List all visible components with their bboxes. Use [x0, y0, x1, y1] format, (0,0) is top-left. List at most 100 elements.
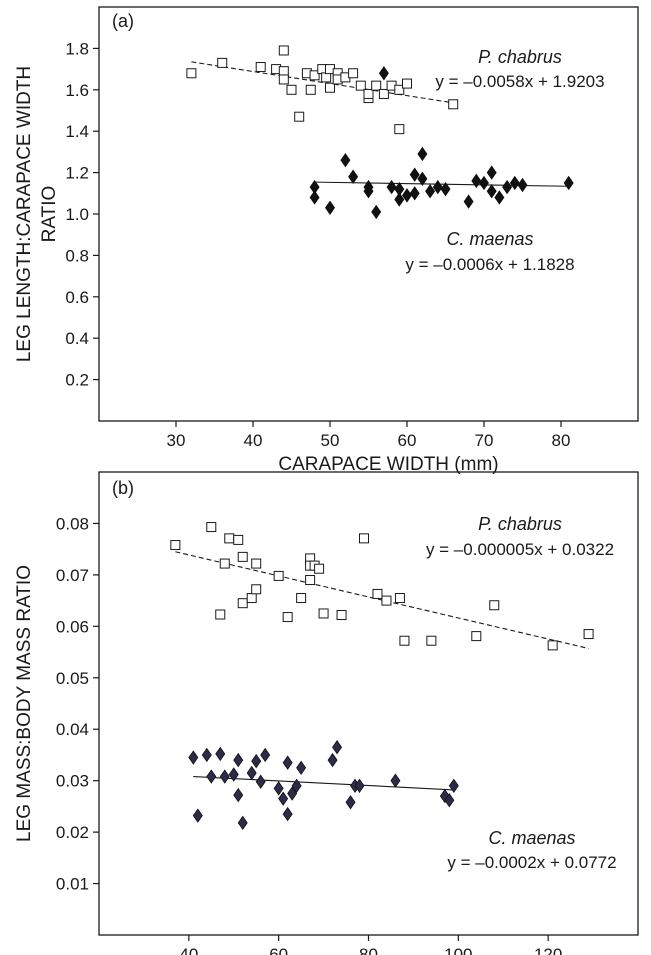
y-tick-label: 0.04: [56, 720, 89, 739]
data-point: [471, 631, 482, 642]
data-point: [224, 533, 235, 544]
data-point: [215, 746, 226, 762]
data-point: [340, 152, 351, 168]
x-axis-label: CARAPACE WIDTH (mm): [278, 454, 498, 475]
x-tick-label: 50: [321, 431, 340, 450]
data-point: [282, 755, 293, 770]
data-point: [296, 760, 307, 776]
y-tick-label: 1.0: [65, 205, 89, 224]
data-point: [359, 533, 370, 544]
x-tick-label: 120: [534, 945, 562, 955]
y-tick-label: 0.07: [56, 566, 89, 585]
data-point: [409, 167, 420, 182]
data-point: [583, 629, 594, 640]
data-point: [237, 551, 248, 562]
x-tick-label: 40: [244, 431, 263, 450]
data-point: [409, 186, 420, 201]
data-point: [444, 793, 455, 808]
chart-panel-2: (b) 40 60 80 100 120 0.01 0.02 0.03 0.04 0.05 0.06 0…: [14, 471, 639, 955]
data-point: [291, 778, 302, 794]
data-point: [233, 787, 244, 803]
data-point: [217, 57, 228, 68]
series-name-label: C. maenas: [488, 828, 575, 848]
data-point: [278, 66, 289, 77]
data-point: [255, 774, 266, 789]
data-point: [394, 192, 405, 207]
data-point: [363, 88, 374, 99]
data-point: [282, 806, 293, 822]
x-tick-label: 60: [398, 431, 417, 450]
data-point: [233, 752, 244, 768]
y-tick-label: 1.4: [65, 122, 89, 141]
data-point: [233, 534, 244, 545]
y-tick-label: 1.2: [65, 164, 89, 183]
data-point: [294, 111, 305, 122]
data-point: [394, 593, 405, 604]
y-tick-label: 0.8: [65, 246, 89, 265]
data-point: [426, 635, 437, 646]
regression-equation: y = –0.0058x + 1.9203: [435, 72, 604, 91]
data-point: [494, 190, 505, 205]
data-point: [296, 593, 307, 604]
data-point: [486, 184, 497, 199]
data-point: [547, 640, 558, 651]
y-tick-label: 0.2: [65, 371, 89, 390]
data-point: [219, 769, 230, 784]
data-point: [378, 88, 389, 99]
data-point: [321, 72, 332, 83]
data-point: [394, 181, 405, 197]
data-point: [309, 190, 320, 205]
regression-equation: y = –0.000005x + 0.0322: [426, 540, 614, 559]
x-tick-label: 40: [179, 945, 198, 955]
data-point: [378, 66, 389, 81]
x-tick-label: 100: [444, 945, 472, 955]
y-tick-label: 0.08: [56, 514, 89, 533]
trend-line: [193, 776, 454, 791]
data-point: [448, 99, 459, 110]
data-point: [325, 200, 335, 215]
data-point: [399, 635, 410, 646]
data-point: [371, 80, 382, 91]
data-point: [348, 68, 359, 79]
y-tick-label: 0.4: [65, 329, 89, 348]
data-point: [325, 82, 335, 93]
data-point: [251, 584, 262, 595]
data-point: [255, 62, 266, 73]
y-tick-label: 0.06: [56, 617, 89, 636]
data-point: [463, 194, 474, 209]
data-point: [287, 786, 298, 801]
series-name-label: P. chabrus: [478, 47, 562, 67]
data-point: [309, 70, 320, 81]
data-point: [502, 179, 513, 195]
series-p-chabrus: P. chabrus y = –0.000005x + 0.0322: [170, 514, 614, 651]
series-c-maenas: C. maenas y = –0.0002x + 0.0772: [188, 740, 617, 872]
data-point: [215, 609, 226, 620]
data-point: [517, 177, 528, 193]
data-point: [363, 179, 374, 195]
y-tick-label: 0.01: [56, 875, 89, 894]
data-point: [354, 778, 365, 794]
data-point: [237, 598, 248, 609]
data-point: [318, 608, 329, 619]
data-point: [345, 795, 356, 810]
data-point: [246, 593, 257, 604]
series-name-label: P. chabrus: [478, 514, 562, 534]
data-point: [273, 570, 284, 581]
data-point: [332, 740, 343, 755]
data-point: [246, 765, 257, 781]
data-point: [219, 558, 230, 569]
regression-equation: y = –0.0002x + 0.0772: [447, 853, 616, 872]
y-axis-label: LEG LENGTH:CARAPACE WIDTH: [14, 66, 35, 362]
x-tick-label: 60: [269, 945, 288, 955]
data-point: [563, 175, 574, 191]
data-point: [448, 778, 459, 794]
data-point: [417, 146, 428, 162]
data-point: [394, 124, 405, 135]
data-point: [381, 595, 392, 606]
x-tick-label: 30: [167, 431, 186, 450]
x-tick-label: 80: [359, 945, 378, 955]
data-point: [206, 522, 217, 533]
y-tick-label: 0.6: [65, 288, 89, 307]
data-point: [192, 808, 203, 823]
